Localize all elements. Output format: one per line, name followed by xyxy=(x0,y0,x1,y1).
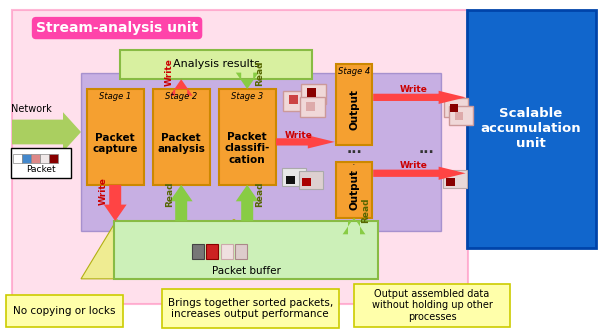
Text: Write: Write xyxy=(285,131,313,140)
Polygon shape xyxy=(276,135,335,148)
Polygon shape xyxy=(138,219,318,279)
FancyBboxPatch shape xyxy=(301,84,326,104)
Text: Write: Write xyxy=(400,85,428,94)
FancyBboxPatch shape xyxy=(120,50,312,79)
Text: Read: Read xyxy=(164,181,174,207)
FancyBboxPatch shape xyxy=(219,89,276,185)
FancyBboxPatch shape xyxy=(449,106,473,125)
Polygon shape xyxy=(236,73,259,89)
Text: Write: Write xyxy=(400,161,428,170)
Polygon shape xyxy=(343,218,365,234)
Text: Output: Output xyxy=(349,89,359,130)
Text: Write: Write xyxy=(98,177,108,205)
Polygon shape xyxy=(12,112,81,152)
FancyBboxPatch shape xyxy=(307,88,316,97)
Text: Read: Read xyxy=(254,61,264,86)
FancyBboxPatch shape xyxy=(12,10,468,304)
Text: Read: Read xyxy=(361,198,371,223)
FancyBboxPatch shape xyxy=(11,148,71,178)
FancyBboxPatch shape xyxy=(289,95,298,104)
FancyBboxPatch shape xyxy=(302,178,311,186)
Text: Write: Write xyxy=(164,58,174,86)
Text: Stage 4: Stage 4 xyxy=(338,67,370,76)
Text: ...: ... xyxy=(346,143,362,156)
FancyBboxPatch shape xyxy=(306,102,315,111)
FancyBboxPatch shape xyxy=(31,154,40,163)
FancyBboxPatch shape xyxy=(192,244,204,259)
FancyBboxPatch shape xyxy=(286,176,295,184)
FancyBboxPatch shape xyxy=(283,91,308,111)
FancyBboxPatch shape xyxy=(450,104,458,112)
Polygon shape xyxy=(170,79,193,96)
Text: Stage 3: Stage 3 xyxy=(231,92,263,101)
FancyBboxPatch shape xyxy=(467,10,596,248)
FancyBboxPatch shape xyxy=(455,112,463,120)
Text: Stage 2: Stage 2 xyxy=(165,92,197,101)
FancyBboxPatch shape xyxy=(354,284,510,327)
FancyBboxPatch shape xyxy=(6,295,123,327)
FancyBboxPatch shape xyxy=(206,244,218,259)
Text: Packet
capture: Packet capture xyxy=(92,133,138,154)
Polygon shape xyxy=(81,219,144,279)
Polygon shape xyxy=(373,167,466,180)
FancyBboxPatch shape xyxy=(446,178,455,186)
FancyBboxPatch shape xyxy=(443,170,467,188)
Text: Output: Output xyxy=(349,169,359,210)
Polygon shape xyxy=(373,91,466,104)
FancyBboxPatch shape xyxy=(114,221,378,279)
FancyBboxPatch shape xyxy=(87,89,144,185)
Text: Packet buffer: Packet buffer xyxy=(212,266,280,276)
Polygon shape xyxy=(104,185,127,221)
FancyBboxPatch shape xyxy=(444,98,468,117)
FancyBboxPatch shape xyxy=(282,168,306,186)
FancyBboxPatch shape xyxy=(221,244,233,259)
FancyBboxPatch shape xyxy=(49,154,58,163)
Text: Stage 1: Stage 1 xyxy=(99,92,131,101)
Polygon shape xyxy=(170,185,193,221)
Text: Packet
analysis: Packet analysis xyxy=(157,133,205,154)
Text: Network: Network xyxy=(11,104,52,114)
FancyBboxPatch shape xyxy=(235,244,247,259)
Text: Analysis results: Analysis results xyxy=(173,59,259,69)
Polygon shape xyxy=(236,185,259,221)
Text: Packet: Packet xyxy=(26,165,56,175)
Text: Scalable
accumulation
unit: Scalable accumulation unit xyxy=(481,107,581,150)
Text: ...: ... xyxy=(418,143,434,156)
FancyBboxPatch shape xyxy=(13,154,22,163)
Text: Output assembled data
without holding up other
processes: Output assembled data without holding up… xyxy=(371,289,493,322)
Text: .
.
.: . . . xyxy=(352,157,356,183)
FancyBboxPatch shape xyxy=(336,64,372,145)
Text: No copying or locks: No copying or locks xyxy=(13,306,115,316)
FancyBboxPatch shape xyxy=(336,162,372,218)
FancyBboxPatch shape xyxy=(162,289,339,328)
Text: Read: Read xyxy=(254,181,264,207)
Text: Packet
classifi-
cation: Packet classifi- cation xyxy=(224,132,270,165)
Text: Brings together sorted packets,
increases output performance: Brings together sorted packets, increase… xyxy=(167,298,333,319)
FancyBboxPatch shape xyxy=(81,73,441,231)
Text: Stream-analysis unit: Stream-analysis unit xyxy=(36,21,198,35)
FancyBboxPatch shape xyxy=(153,89,210,185)
FancyBboxPatch shape xyxy=(299,171,323,189)
FancyBboxPatch shape xyxy=(22,154,31,163)
FancyBboxPatch shape xyxy=(300,97,325,117)
FancyBboxPatch shape xyxy=(40,154,49,163)
